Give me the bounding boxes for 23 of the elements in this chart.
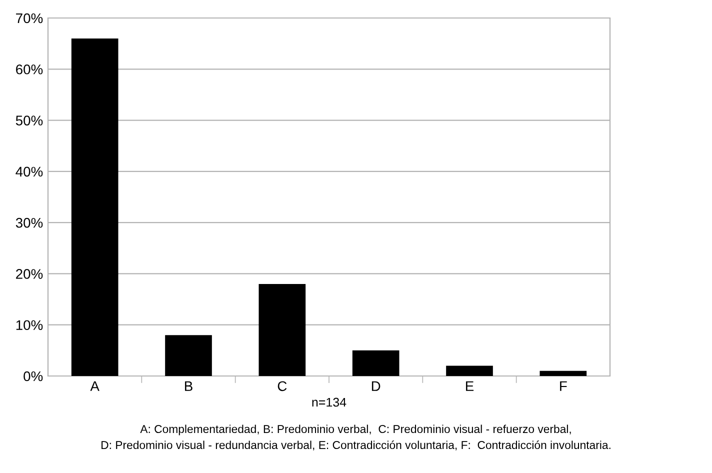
bar	[352, 350, 400, 376]
x-tick-label: E	[466, 381, 474, 391]
x-tick-label: F	[560, 381, 567, 391]
x-tick-label: D	[372, 381, 380, 391]
bar	[71, 38, 118, 376]
x-axis-title: n=134	[312, 398, 346, 407]
bar	[165, 335, 212, 376]
y-tick-label: 10%	[16, 320, 43, 330]
y-tick-label: 0%	[24, 371, 43, 382]
bar	[540, 370, 587, 376]
x-tick-label: A	[90, 381, 100, 391]
y-tick-label: 60%	[16, 64, 43, 74]
text: A: Complementariedad, B: Predominio verbal, C: Predominio visual - refuerzo verbal,	[140, 424, 571, 436]
y-tick-label: 40%	[16, 166, 43, 177]
bar	[258, 284, 306, 376]
x-tick-label: C	[278, 381, 287, 392]
y-tick-label: 20%	[16, 269, 43, 279]
x-tick-label: B	[185, 381, 192, 391]
y-tick-label: 50%	[16, 116, 43, 126]
text: D: Predominio visual - redundancia verbal, E: Contradicción voluntaria, F: Contradicción involuntaria.	[102, 440, 610, 450]
bar	[446, 366, 493, 376]
y-tick-label: 30%	[16, 218, 43, 228]
y-tick-label: 70%	[16, 13, 43, 24]
